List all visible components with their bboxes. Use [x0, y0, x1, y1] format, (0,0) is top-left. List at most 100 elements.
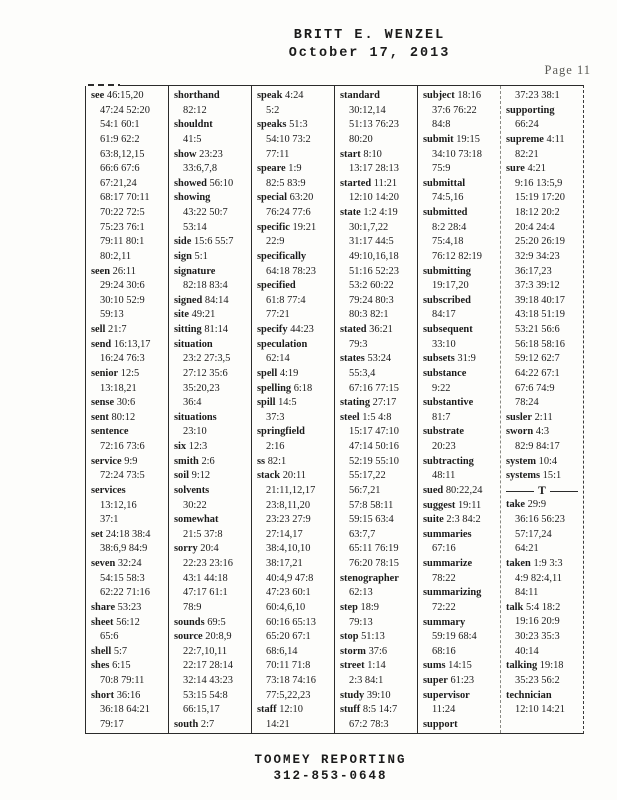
index-entry: speare 1:9 — [257, 163, 302, 175]
index-entry: start 8:10 — [340, 148, 382, 160]
index-entry-continuation: 82:12 — [183, 104, 207, 116]
index-entry: support — [423, 718, 498, 733]
index-entry-continuation: 13:18,21 — [100, 382, 137, 394]
index-term: specifically — [257, 250, 307, 262]
index-entry-continuation: 68:16 — [432, 645, 456, 657]
index-entry-continuation: 74:5,16 — [432, 192, 464, 204]
index-entry-continuation: 73:18 74:16 — [266, 675, 316, 686]
index-entry-continuation: 82:9 84:17 — [515, 441, 560, 452]
index-term: substantive — [423, 397, 474, 409]
index-entry-continuation: 70:22 72:5 — [100, 207, 145, 218]
index-term: subtracting — [423, 455, 474, 467]
index-entry: stack 20:11 — [257, 470, 306, 482]
index-entry-continuation: 47:24 52:20 — [100, 104, 150, 116]
index-entry: service 9:9 — [91, 455, 138, 467]
index-term: shouldnt — [174, 119, 213, 131]
index-entry-continuation: 27:12 35:6 — [183, 367, 228, 379]
index-entry: stenographer — [340, 572, 415, 587]
index-entry-continuation: 62:22 71:16 — [100, 587, 150, 599]
index-entry-continuation: 15:17 47:10 — [349, 426, 399, 438]
index-entry: sworn 4:3 — [506, 426, 550, 438]
index-entry-continuation: 35:23 56:2 — [515, 674, 560, 686]
index-entry-continuation: 76:12 82:19 — [432, 250, 482, 262]
index-entry: specified — [257, 279, 332, 294]
index-entry-continuation: 36:17,23 — [515, 265, 552, 277]
index-entry-continuation: 49:10,16,18 — [349, 250, 399, 262]
index-entry: steel 1:5 4:8 — [340, 411, 392, 423]
index-entry: send 16:13,17 — [91, 338, 151, 350]
index-term: supreme — [506, 133, 544, 145]
index-column-4: standard 30:12,14 51:13 76:23 80:20 start 8:… — [335, 86, 418, 733]
index-entry-continuation: 22:9 — [266, 236, 285, 248]
index-entry-continuation: 70:8 79:11 — [100, 675, 145, 686]
index-entry: spill 14:5 — [257, 397, 297, 409]
index-entry: sued 80:22,24 — [423, 484, 483, 496]
index-term: steel — [340, 411, 360, 423]
index-entry-continuation: 23:23 27:9 — [266, 514, 311, 526]
index-term: summarizing — [423, 587, 482, 599]
index-entry: six 12:3 — [174, 441, 208, 452]
index-entry-continuation: 59:12 62:7 — [515, 353, 560, 365]
index-term: standard — [340, 90, 380, 101]
index-entry-continuation: 14:21 — [266, 718, 290, 730]
index-entry: standard — [340, 89, 415, 104]
index-entry-continuation: 79:13 — [349, 616, 373, 628]
index-entry: sounds 69:5 — [174, 616, 226, 628]
index-entry: senior 12:5 — [91, 367, 140, 379]
index-entry-continuation: 75:9 — [432, 163, 451, 175]
index-term: stop — [340, 631, 359, 643]
index-entry-continuation: 36:4 — [183, 397, 202, 409]
index-entry-continuation: 32:14 43:23 — [183, 675, 233, 686]
index-term: suggest — [423, 499, 456, 511]
index-entry: seen 26:11 — [91, 265, 136, 277]
index-term: speak — [257, 90, 283, 101]
index-entry-continuation: 40:14 — [515, 645, 539, 657]
index-term: speculation — [257, 338, 308, 350]
index-term: submitting — [423, 265, 471, 277]
index-entry: spell 4:19 — [257, 367, 299, 379]
index-term: storm — [340, 645, 366, 657]
index-term: smith — [174, 455, 199, 467]
index-entry-continuation: 55:17,22 — [349, 470, 386, 482]
index-column-5: subject 18:16 37:6 76:22 84:8 submit 19:15 3… — [418, 86, 501, 733]
index-entry: systems 15:1 — [506, 470, 562, 482]
index-entry-continuation: 47:14 50:16 — [349, 441, 399, 452]
index-entry: ss 82:1 — [257, 455, 287, 467]
index-entry: specifically — [257, 250, 332, 265]
index-entry-continuation: 37:3 — [266, 411, 285, 423]
index-term: sign — [174, 250, 192, 262]
index-term: spell — [257, 367, 278, 379]
index-entry-continuation: 63:8,12,15 — [100, 148, 145, 160]
index-entry-continuation: 13:12,16 — [100, 499, 137, 511]
index-entry-continuation: 9:16 13:5,9 — [515, 177, 563, 189]
section-rule — [549, 490, 579, 492]
index-term: subscribed — [423, 294, 471, 306]
index-entry: specify 44:23 — [257, 324, 314, 335]
index-entry: sell 21:7 — [91, 324, 127, 335]
index-term: speare — [257, 163, 286, 175]
index-term: substrate — [423, 426, 464, 438]
index-term: sworn — [506, 426, 534, 438]
index-entry: sent 80:12 — [91, 411, 136, 423]
index-entry-continuation: 62:14 — [266, 353, 290, 365]
index-term: soil — [174, 470, 190, 482]
index-entry: speaks 51:3 — [257, 119, 308, 131]
index-entry-continuation: 18:12 20:2 — [515, 207, 560, 218]
index-entry-continuation: 54:15 58:3 — [100, 572, 145, 584]
index-term: service — [91, 455, 122, 467]
index-term: staff — [257, 704, 277, 716]
index-entry-continuation: 77:5,22,23 — [266, 689, 311, 701]
index-entry: susler 2:11 — [506, 411, 553, 423]
index-term: study — [340, 689, 365, 701]
index-entry-continuation: 30:12,14 — [349, 104, 386, 116]
index-term: supervisor — [423, 689, 470, 701]
index-entry-continuation: 68:6,14 — [266, 645, 298, 657]
index-entry: sums 14:15 — [423, 660, 472, 672]
index-entry-continuation: 31:17 44:5 — [349, 236, 394, 248]
index-term: speaks — [257, 119, 287, 131]
index-entry-continuation: 29:24 30:6 — [100, 280, 145, 292]
index-entry: signature — [174, 265, 249, 280]
index-entry: source 20:8,9 — [174, 631, 232, 643]
index-entry-continuation: 72:16 73:6 — [100, 441, 145, 452]
index-term: subsets — [423, 353, 455, 365]
